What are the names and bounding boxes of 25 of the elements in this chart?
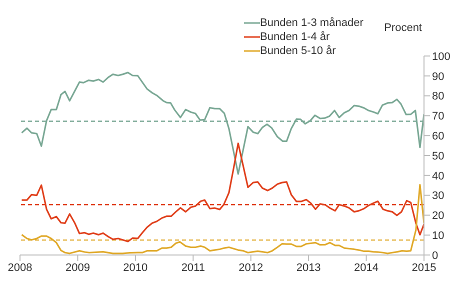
- y-tick-label: 20: [432, 210, 444, 222]
- y-tick-label: 80: [432, 90, 444, 103]
- y-tick-label: 40: [432, 170, 444, 182]
- y-tick-label: 30: [432, 190, 444, 202]
- legend-label: Bunden 1-3 månader: [260, 17, 364, 29]
- y-axis-title: Procent: [384, 22, 422, 34]
- x-tick-label: 2012: [238, 262, 264, 274]
- x-tick-label: 2014: [354, 262, 379, 274]
- y-tick-label: 10: [432, 230, 444, 242]
- line-series: [20, 72, 424, 175]
- x-tick-label: 2011: [181, 262, 205, 274]
- x-tick-label: 2015: [412, 262, 436, 274]
- legend-label: Bunden 5-10 år: [260, 45, 336, 57]
- line-series: [20, 142, 424, 242]
- x-tick-label: 2008: [8, 262, 32, 274]
- y-tick-label: 60: [432, 130, 444, 143]
- y-tick-label: 90: [432, 70, 444, 83]
- x-tick-label: 2013: [296, 262, 321, 274]
- y-tick-label: 0: [432, 250, 438, 262]
- x-tick-label: 2009: [65, 262, 90, 274]
- legend-label: Bunden 1-4 år: [260, 31, 330, 43]
- y-tick-label: 50: [432, 150, 444, 162]
- y-tick-label: 70: [432, 110, 444, 123]
- y-tick-label: 100: [432, 50, 450, 63]
- x-tick-label: 2010: [123, 262, 148, 274]
